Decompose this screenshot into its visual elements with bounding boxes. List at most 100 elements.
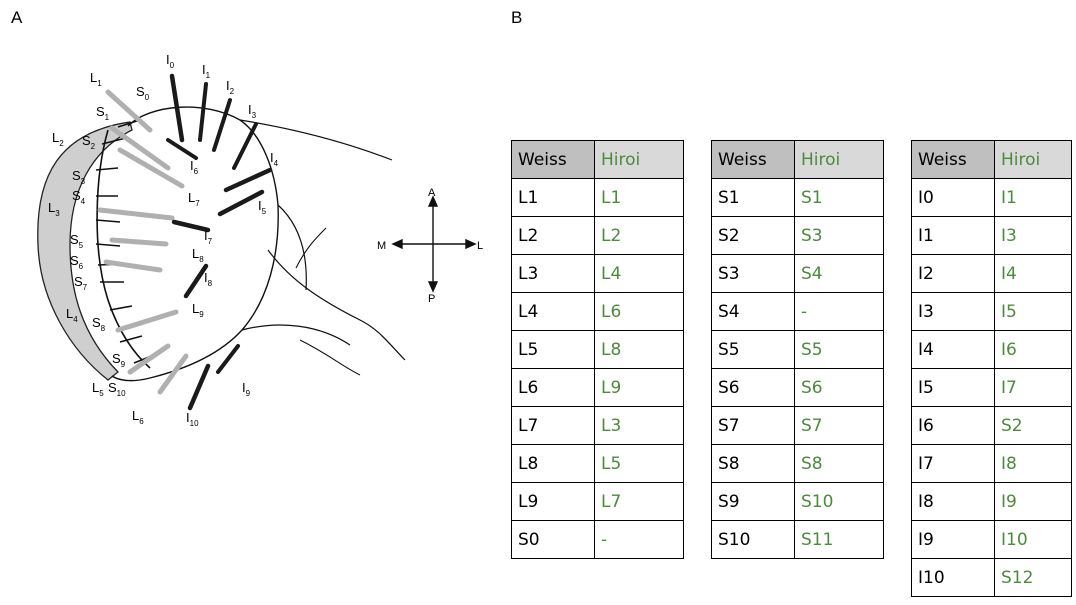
hiroi-cell: L9 [594,368,684,407]
weiss-cell: S10 [711,520,795,559]
weiss-cell: S7 [711,406,795,445]
weiss-cell: I6 [911,406,995,445]
hiroi-cell: I9 [994,482,1072,521]
table-row: S8 S8 [711,444,884,483]
table-row: I0 I1 [911,178,1072,217]
weiss-cell: I10 [911,558,995,597]
compass-medial: M [377,240,386,252]
label-s10: S10 [108,380,126,398]
table-row: L3 L4 [511,254,684,293]
table-row: L4 L6 [511,292,684,331]
weiss-cell: L1 [511,178,595,217]
hiroi-cell: I7 [994,368,1072,407]
weiss-cell: I3 [911,292,995,331]
label-s2: S2 [82,133,96,151]
weiss-cell: S1 [711,178,795,217]
label-l3: L3 [48,200,60,218]
weiss-cell: I1 [911,216,995,255]
hiroi-cell: L6 [594,292,684,331]
label-l5: L5 [92,380,104,398]
label-s1: S1 [96,104,110,122]
weiss-cell: S9 [711,482,795,521]
label-i10: I10 [186,410,199,428]
table-row: L7 L3 [511,406,684,445]
table-row: I7 I8 [911,444,1072,483]
table-row: I6 S2 [911,406,1072,445]
hiroi-cell: I6 [994,330,1072,369]
hiroi-cell: S12 [994,558,1072,597]
label-l7: L7 [188,190,200,208]
table-row: I8 I9 [911,482,1072,521]
hiroi-cell: I1 [994,178,1072,217]
header-weiss: Weiss [911,140,995,179]
hiroi-cell: I5 [994,292,1072,331]
weiss-cell: S3 [711,254,795,293]
weiss-cell: I2 [911,254,995,293]
hiroi-cell: S11 [794,520,884,559]
label-l1: L1 [90,70,102,88]
compass-posterior: P [428,293,435,305]
label-i0: I0 [166,52,175,70]
weiss-cell: I7 [911,444,995,483]
table-row: L1 L1 [511,178,684,217]
label-l6: L6 [132,408,144,426]
weiss-cell: S8 [711,444,795,483]
header-weiss: Weiss [711,140,795,179]
hiroi-cell: L3 [594,406,684,445]
label-s5: S5 [70,232,84,250]
hiroi-cell: S6 [794,368,884,407]
hiroi-cell: S4 [794,254,884,293]
weiss-cell: S6 [711,368,795,407]
hiroi-cell: I8 [994,444,1072,483]
header-weiss: Weiss [511,140,595,179]
table-row: L5 L8 [511,330,684,369]
label-i4: I4 [270,150,279,168]
weiss-cell: S5 [711,330,795,369]
hiroi-cell: - [794,292,884,331]
label-s3: S3 [72,168,86,186]
hiroi-cell: I4 [994,254,1072,293]
label-s4: S4 [72,188,86,206]
hiroi-cell: L1 [594,178,684,217]
table-row: S9 S10 [711,482,884,521]
hiroi-cell: I3 [994,216,1072,255]
weiss-cell: L8 [511,444,595,483]
hiroi-cell: S10 [794,482,884,521]
label-l8: L8 [192,246,204,264]
panel-label-b: B [511,8,523,27]
compass-lateral: L [477,240,483,252]
label-i9: I9 [242,380,251,398]
label-i7: I7 [204,228,213,246]
label-i8: I8 [204,270,213,288]
hiroi-cell: S7 [794,406,884,445]
hiroi-cell: L7 [594,482,684,521]
header-hiroi: Hiroi [794,140,884,179]
weiss-cell: S2 [711,216,795,255]
label-l9: L9 [192,301,204,319]
label-s8: S8 [92,315,106,333]
table-row: S3 S4 [711,254,884,293]
hiroi-cell: L8 [594,330,684,369]
hiroi-cell: - [594,520,684,559]
weiss-cell: L2 [511,216,595,255]
lateral-band [37,121,133,381]
weiss-cell: S4 [711,292,795,331]
table-row: S10 S11 [711,520,884,559]
weiss-cell: I5 [911,368,995,407]
table-row: S5 S5 [711,330,884,369]
label-i1: I1 [202,62,211,80]
hiroi-cell: L5 [594,444,684,483]
setae-diagram: L1 L2 L3 L4 L5 L6 L7 L8 L9 S0 S1 S2 S3 S… [37,52,483,428]
label-s0: S0 [136,84,150,102]
hiroi-cell: L4 [594,254,684,293]
hiroi-cell: S3 [794,216,884,255]
table-row: I1 I3 [911,216,1072,255]
weiss-cell: I4 [911,330,995,369]
weiss-cell: I8 [911,482,995,521]
table-row: S7 S7 [711,406,884,445]
panel-label-a: A [11,8,23,27]
table-row: L2 L2 [511,216,684,255]
table-row: I4 I6 [911,330,1072,369]
table-row: S6 S6 [711,368,884,407]
hiroi-cell: S8 [794,444,884,483]
